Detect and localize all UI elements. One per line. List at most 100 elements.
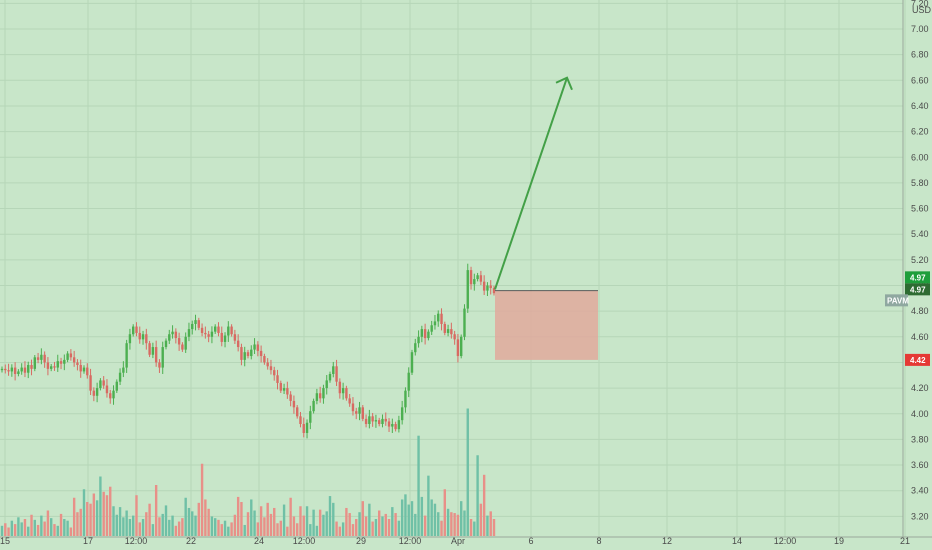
candle-body (279, 382, 282, 391)
volume-bar (414, 513, 417, 536)
volume-bar (177, 521, 181, 536)
candle-body (338, 381, 342, 394)
volume-bar (181, 518, 184, 536)
upper-price-tag (905, 271, 930, 284)
candle-body (56, 361, 59, 368)
volume-bar (332, 502, 335, 536)
candle-body (446, 329, 450, 333)
volume-bar (109, 486, 112, 536)
volume-bar (378, 510, 381, 536)
volume-bar (364, 516, 368, 536)
volume-bar (168, 519, 171, 536)
volume-bar (53, 524, 56, 536)
candle-body (282, 388, 286, 391)
volume-bar (69, 527, 73, 536)
candle-body (263, 356, 266, 363)
trend-arrow-head (555, 76, 573, 91)
y-tick-label: 6.40 (911, 101, 929, 111)
current-price-tag (905, 283, 930, 296)
candle-body (417, 336, 420, 344)
candle-body (460, 336, 463, 357)
volume-bar (312, 509, 315, 536)
volume-bar (292, 516, 296, 536)
y-tick-label: 6.80 (911, 50, 929, 60)
candle-body (161, 347, 164, 368)
volume-bar (184, 497, 187, 536)
candle-body (23, 367, 27, 373)
y-tick-label: 7.00 (911, 24, 929, 34)
target-box[interactable] (495, 290, 598, 360)
candle-body (184, 336, 187, 350)
volume-bar (259, 506, 263, 536)
candle-body (355, 411, 358, 414)
volume-bar (240, 502, 243, 536)
x-tick-label: 8 (596, 536, 601, 546)
candle-body (456, 339, 460, 357)
candle-body (273, 370, 276, 376)
volume-bar (446, 508, 450, 536)
upper-price-tag-text: 4.97 (910, 273, 926, 282)
candle-body (69, 353, 73, 358)
volume-bar (17, 517, 20, 536)
candle-body (335, 366, 338, 382)
volume-bar (86, 502, 89, 536)
volume-bar (246, 512, 250, 536)
volume-bar (197, 502, 200, 536)
candle-body (407, 372, 410, 391)
y-tick-label: 4.00 (911, 409, 929, 419)
volume-bar (214, 518, 217, 536)
x-tick-label: 24 (254, 536, 264, 546)
candle-body (266, 362, 269, 367)
volume-bar (489, 511, 492, 536)
x-tick-label: 12:00 (774, 536, 797, 546)
x-tick-label: 12 (662, 536, 672, 546)
candle-body (220, 332, 223, 342)
candle-body (115, 381, 118, 391)
volume-bar (479, 503, 483, 536)
y-tick-label: 5.20 (911, 255, 929, 265)
volume-bar (315, 525, 319, 536)
candle-body (46, 362, 50, 369)
trend-arrow[interactable] (494, 77, 568, 290)
candle-body (423, 329, 427, 339)
candle-body (168, 334, 171, 341)
price-axis[interactable]: 3.203.403.603.804.004.204.404.604.805.00… (911, 0, 929, 521)
volume-bar (286, 526, 289, 536)
candle-body (420, 329, 424, 337)
time-axis[interactable]: 15 17 12:00 22 24 12:00 29 12:00 Apr 6 8 12 14 12:00 1… (0, 536, 910, 546)
candle-body (414, 343, 417, 353)
volume-bar (223, 520, 227, 536)
y-tick-label: 3.40 (911, 486, 929, 496)
volume-bar (138, 522, 141, 536)
x-tick-label: Apr (451, 536, 465, 546)
volume-bar (433, 503, 437, 536)
volume-bar (341, 522, 345, 536)
candle-body (76, 362, 79, 366)
volume-bar (266, 502, 269, 536)
candle-body (243, 352, 246, 360)
volume-bar (358, 512, 361, 536)
candle-body (154, 347, 158, 363)
volume-bar (233, 514, 237, 536)
volume-bar (430, 499, 433, 536)
volume-bar (7, 527, 10, 536)
volume-bar (191, 511, 194, 536)
candle-body (276, 375, 279, 383)
volume-bar (59, 513, 63, 536)
volume-bar (348, 513, 351, 536)
y-tick-label: 4.60 (911, 332, 929, 342)
candle-body (197, 320, 200, 328)
volume-bar (423, 515, 427, 536)
y-tick-label: 3.80 (911, 434, 929, 444)
volume-bar (250, 499, 253, 536)
price-tags: 4.97 4.97 4.42 PAVM (885, 271, 930, 366)
volume-bar (10, 520, 14, 536)
volume-bar (40, 515, 43, 536)
candle-body (13, 367, 17, 374)
candle-body (125, 343, 128, 368)
candle-body (397, 420, 401, 430)
candle-body (86, 367, 89, 376)
candle-body (122, 367, 125, 373)
